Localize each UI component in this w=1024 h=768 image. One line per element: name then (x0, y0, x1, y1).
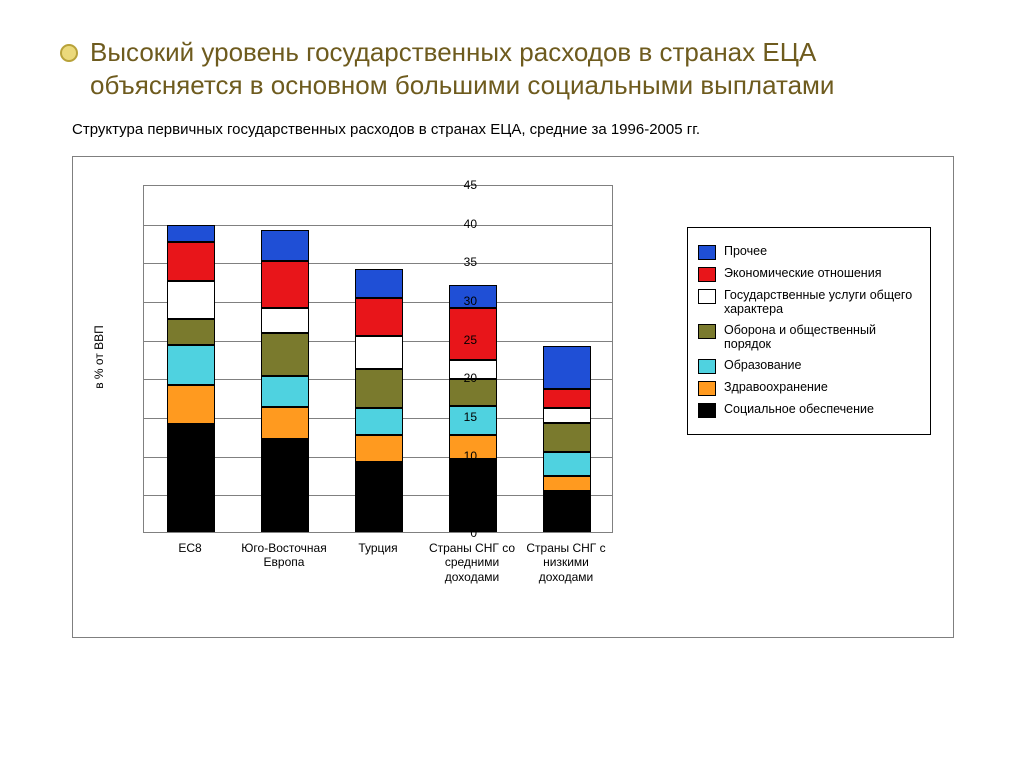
y-axis-label: в % от ВВП (92, 325, 106, 389)
bar-segment-education (167, 345, 215, 385)
legend: Прочее Экономические отношения Государстве… (687, 227, 931, 435)
bar-segment-education (355, 408, 403, 436)
bar-segment-other (543, 346, 591, 389)
legend-item: Социальное обеспечение (698, 402, 918, 418)
bar-segment-govserv (543, 408, 591, 423)
bar (449, 184, 497, 532)
bar-segment-social (355, 462, 403, 532)
bar-segment-defense (261, 333, 309, 376)
legend-swatch (698, 324, 716, 339)
y-tick-label: 30 (443, 294, 477, 308)
bar (167, 184, 215, 532)
bar-segment-defense (167, 319, 215, 345)
y-tick-label: 5 (443, 487, 477, 501)
bar-segment-other (355, 269, 403, 298)
legend-swatch (698, 267, 716, 282)
plot-area (143, 185, 613, 533)
bar (543, 184, 591, 532)
legend-swatch (698, 289, 716, 304)
bar-segment-govserv (261, 308, 309, 334)
x-tick-label: Турция (333, 541, 423, 555)
legend-label: Здравоохранение (724, 380, 828, 394)
y-tick-label: 15 (443, 410, 477, 424)
bar-segment-health (543, 476, 591, 491)
legend-item: Образование (698, 358, 918, 374)
bar-segment-health (355, 435, 403, 462)
plot-outer (143, 185, 613, 533)
legend-item: Здравоохранение (698, 380, 918, 396)
chart-container: в % от ВВП Прочее Экономические отношения… (72, 156, 954, 638)
legend-swatch (698, 245, 716, 260)
bar-segment-econ (261, 261, 309, 307)
bar-segment-health (167, 385, 215, 424)
bar-segment-govserv (355, 336, 403, 368)
y-tick-label: 35 (443, 255, 477, 269)
y-tick-label: 20 (443, 371, 477, 385)
bar-segment-social (261, 439, 309, 532)
x-tick-label: Юго-Восточная Европа (239, 541, 329, 570)
bar-segment-social (543, 491, 591, 532)
legend-item: Оборона и общественный порядок (698, 323, 918, 352)
bar-segment-education (261, 376, 309, 407)
bar (261, 184, 309, 532)
slide-title: Высокий уровень государственных расходов… (90, 36, 964, 101)
legend-item: Государственные услуги общего характера (698, 288, 918, 317)
bar-segment-education (543, 452, 591, 475)
legend-label: Экономические отношения (724, 266, 881, 280)
bar-segment-other (167, 225, 215, 242)
bar-segment-econ (355, 298, 403, 336)
legend-label: Социальное обеспечение (724, 402, 874, 416)
legend-label: Образование (724, 358, 801, 372)
legend-swatch (698, 381, 716, 396)
legend-label: Оборона и общественный порядок (724, 323, 918, 352)
bar-segment-health (261, 407, 309, 439)
legend-label: Государственные услуги общего характера (724, 288, 918, 317)
y-tick-label: 45 (443, 178, 477, 192)
bar-segment-defense (543, 423, 591, 452)
legend-item: Экономические отношения (698, 266, 918, 282)
bar-segment-govserv (167, 281, 215, 319)
bullet-icon (60, 44, 78, 62)
legend-swatch (698, 359, 716, 374)
y-tick-label: 0 (443, 526, 477, 540)
chart-subtitle: Структура первичных государственных расх… (72, 121, 964, 138)
slide: Высокий уровень государственных расходов… (0, 0, 1024, 768)
y-tick-label: 10 (443, 449, 477, 463)
bar-segment-social (167, 424, 215, 532)
title-row: Высокий уровень государственных расходов… (60, 36, 964, 101)
bar-segment-other (261, 230, 309, 261)
y-tick-label: 40 (443, 217, 477, 231)
legend-item: Прочее (698, 244, 918, 260)
y-tick-label: 25 (443, 333, 477, 347)
bar-segment-defense (355, 369, 403, 408)
x-tick-label: Страны СНГ со средними доходами (427, 541, 517, 584)
bar-segment-econ (543, 389, 591, 408)
x-tick-label: Страны СНГ с низкими доходами (521, 541, 611, 584)
legend-swatch (698, 403, 716, 418)
bar (355, 184, 403, 532)
x-tick-label: ЕС8 (145, 541, 235, 555)
legend-label: Прочее (724, 244, 767, 258)
bar-segment-econ (167, 242, 215, 281)
